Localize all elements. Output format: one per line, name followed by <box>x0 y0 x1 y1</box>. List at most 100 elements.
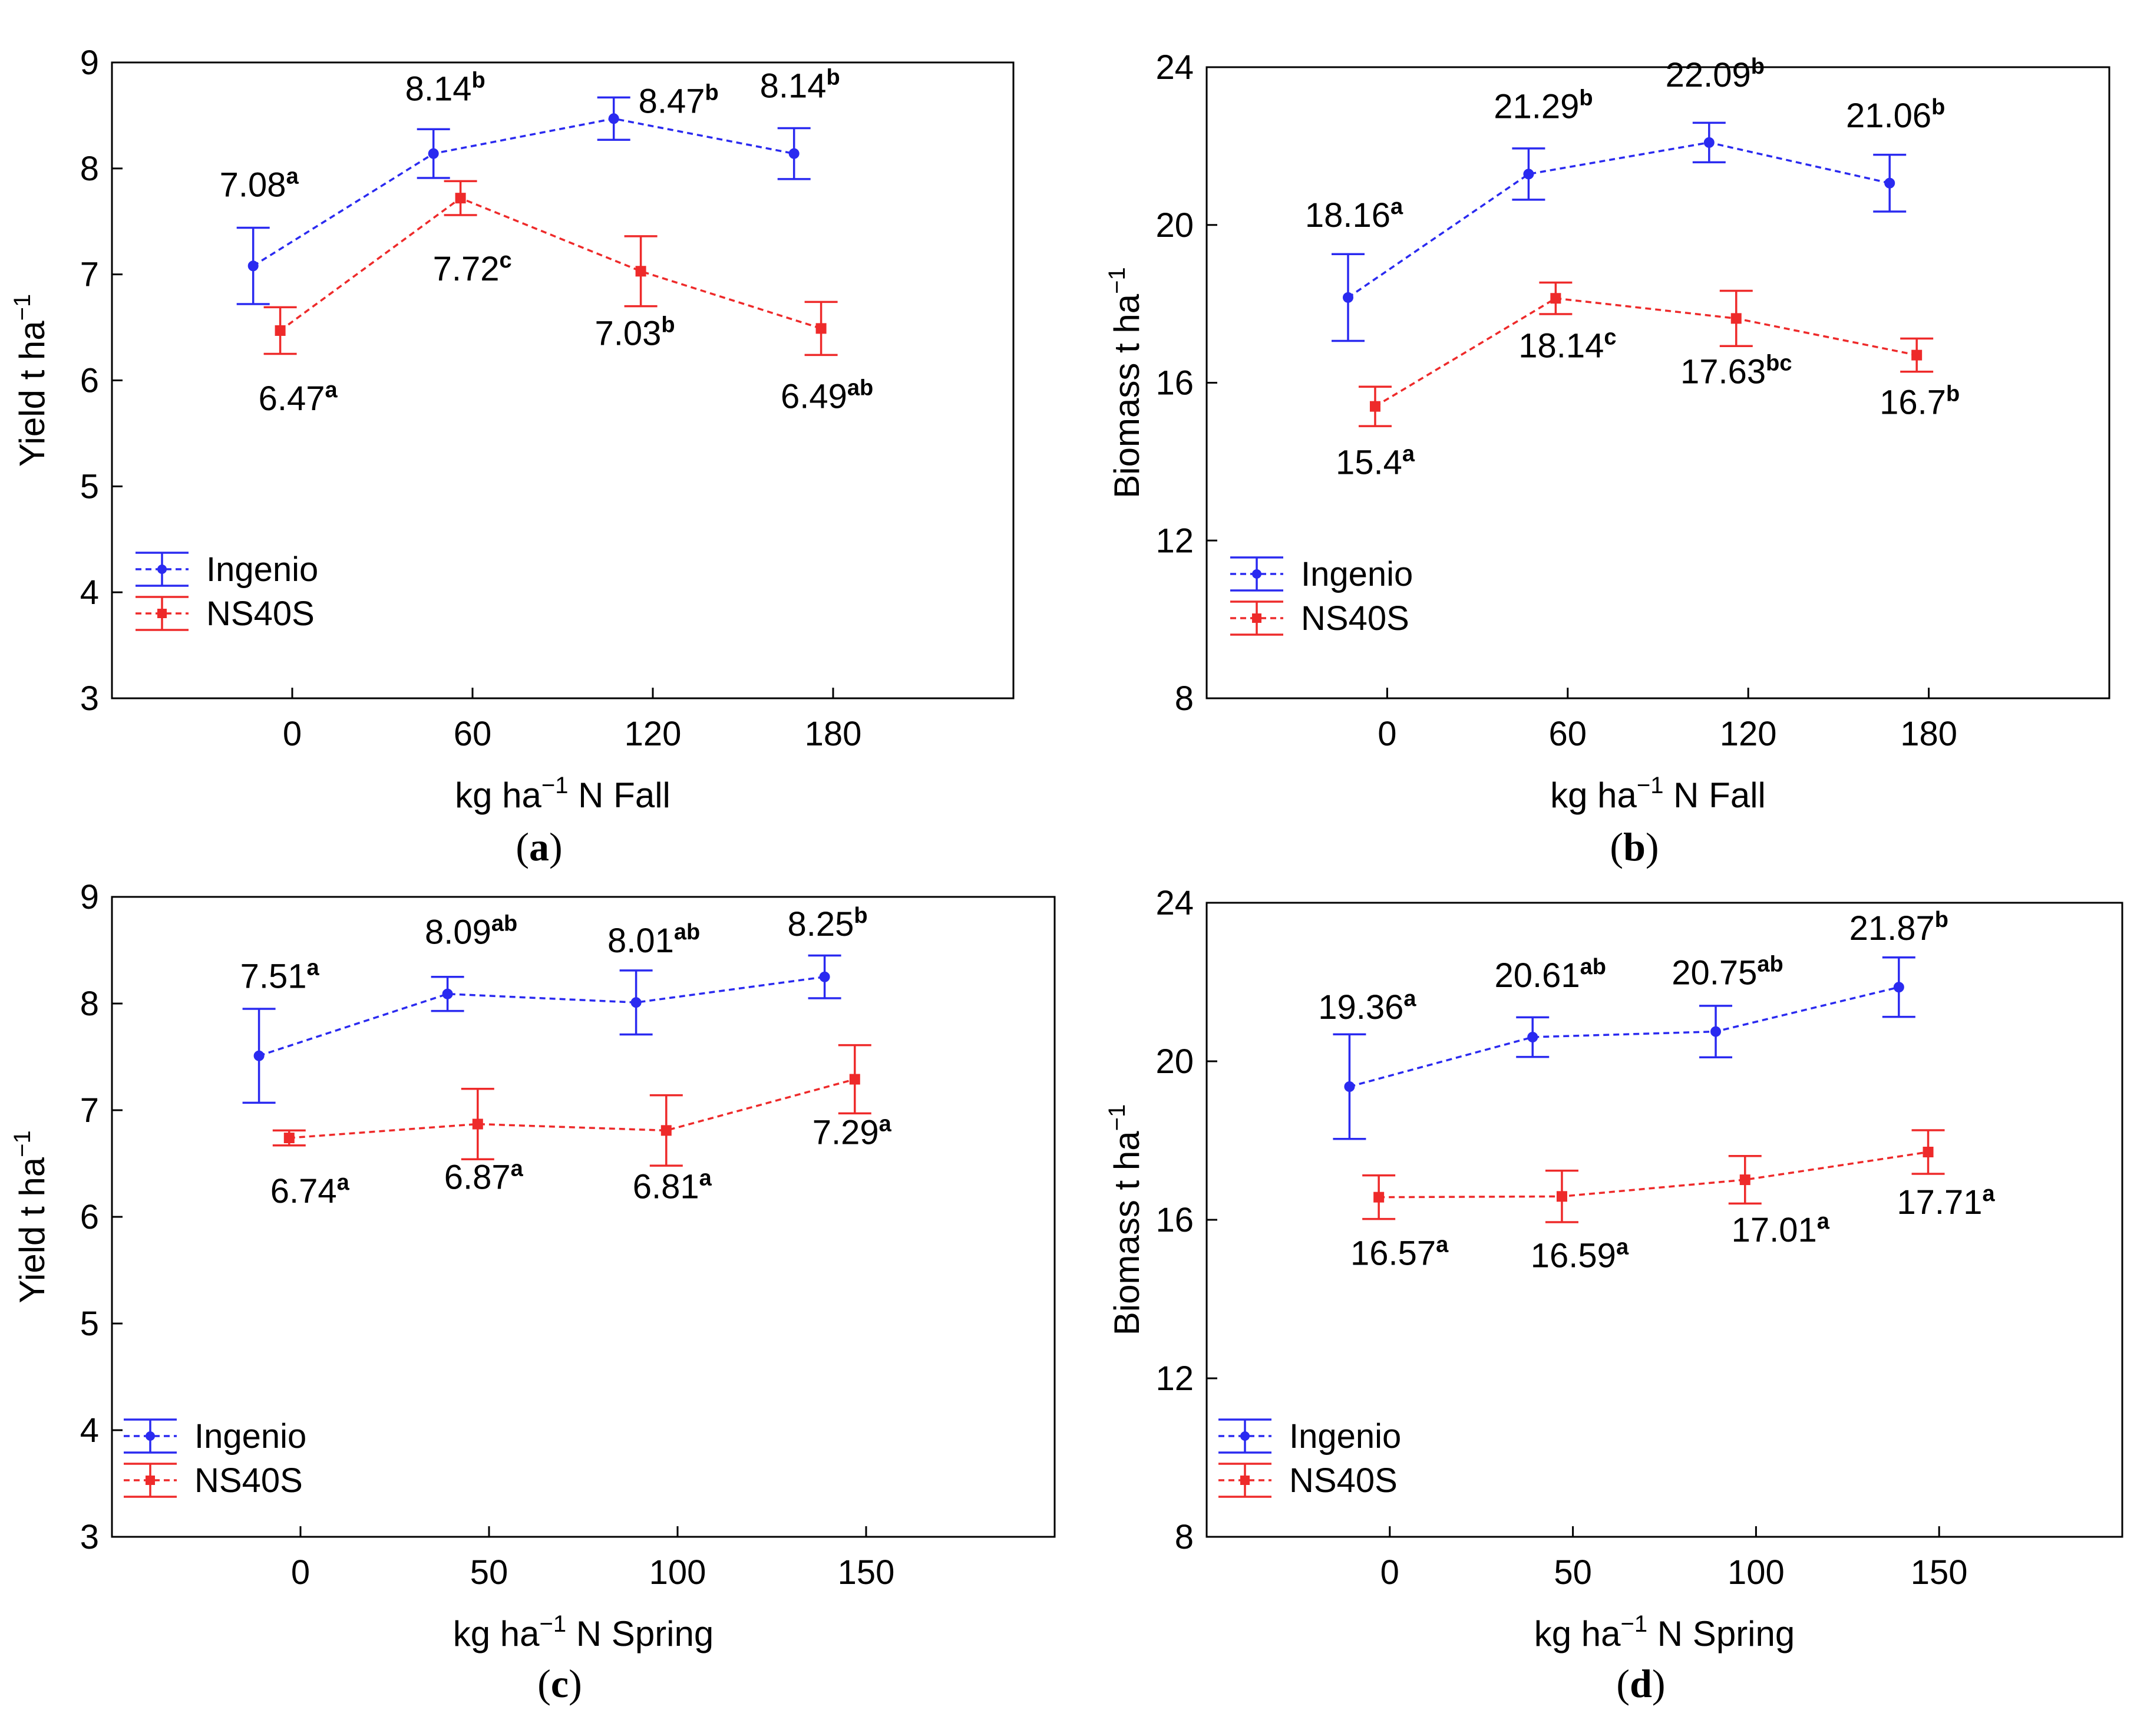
y-axis-label: Yield t ha−1 <box>9 1130 52 1303</box>
data-label-letter: b <box>1935 907 1948 932</box>
data-point <box>1730 313 1742 324</box>
x-axis-label: kg ha−1 N Spring <box>1534 1611 1795 1654</box>
data-label: 8.01ab <box>607 920 700 960</box>
data-label-value: 8.14 <box>405 70 472 108</box>
data-point <box>283 1133 295 1144</box>
data-point <box>1556 1191 1567 1202</box>
data-label-letter: ab <box>491 912 517 936</box>
panel-caption: (b) <box>1610 824 1659 869</box>
x-tick-label: 50 <box>470 1553 508 1592</box>
data-point <box>247 260 259 272</box>
data-point <box>788 148 800 159</box>
panel-caption-open: ( <box>537 1661 551 1706</box>
x-axis-label: kg ha−1 N Spring <box>453 1611 714 1654</box>
data-label-value: 6.49 <box>781 377 847 415</box>
data-label-value: 22.09 <box>1666 56 1751 94</box>
data-label-value: 8.09 <box>425 913 491 952</box>
legend: Ingenio NS40S <box>1218 1417 1401 1500</box>
data-point <box>849 1074 860 1085</box>
x-tick-label: 60 <box>1549 715 1587 753</box>
data-point <box>1739 1174 1750 1186</box>
data-label: 8.14b <box>760 65 840 105</box>
data-label: 15.4a <box>1336 442 1415 482</box>
data-label-letter: c <box>1604 325 1616 349</box>
x-tick-label: 0 <box>1378 715 1396 753</box>
data-point <box>1344 1081 1355 1093</box>
x-tick-label: 0 <box>1380 1553 1399 1592</box>
data-label: 16.59a <box>1531 1235 1629 1275</box>
legend-label-ns40s: NS40S <box>1289 1461 1398 1500</box>
legend-marker <box>1252 613 1261 623</box>
x-tick-label: 180 <box>1900 715 1957 753</box>
data-label: 17.71a <box>1897 1181 1995 1222</box>
y-tick-label: 8 <box>80 985 99 1023</box>
x-axis-label-superscript: −1 <box>1637 773 1664 798</box>
data-point <box>608 113 619 124</box>
data-point <box>660 1125 672 1136</box>
data-label-value: 21.06 <box>1846 97 1931 135</box>
legend: Ingenio NS40S <box>1230 555 1413 638</box>
data-label-letter: b <box>1931 95 1945 120</box>
data-label-value: 20.75 <box>1672 954 1757 992</box>
data-point <box>1369 401 1380 412</box>
y-axis-label-prefix: Biomass t ha <box>1107 1131 1147 1335</box>
panel-caption-letter: b <box>1623 824 1646 869</box>
x-tick-label: 150 <box>838 1553 895 1592</box>
x-tick-label: 60 <box>454 715 492 753</box>
x-axis-label-superscript: −1 <box>540 1611 567 1637</box>
y-tick-label: 7 <box>80 256 99 294</box>
x-tick-label: 180 <box>805 715 862 753</box>
legend-marker <box>1240 1431 1250 1441</box>
data-label-value: 7.72 <box>433 250 500 288</box>
data-point <box>1884 177 1895 189</box>
data-label-value: 21.29 <box>1494 87 1579 126</box>
data-label: 7.08a <box>220 164 299 204</box>
panel-caption-close: ) <box>549 824 563 869</box>
y-axis-label: Yield t ha−1 <box>9 294 52 467</box>
y-tick-label: 4 <box>80 573 99 612</box>
y-axis-label: Biomass t ha−1 <box>1104 267 1147 498</box>
x-axis-label-suffix: N Fall <box>569 775 670 815</box>
data-label-letter: a <box>1436 1233 1449 1258</box>
legend-marker <box>157 565 167 574</box>
y-axis-label-prefix: Yield t ha <box>12 1157 52 1303</box>
data-label-value: 18.14 <box>1518 326 1604 365</box>
y-tick-label: 8 <box>1175 1518 1194 1556</box>
x-axis-label-prefix: kg ha <box>455 775 541 815</box>
x-axis-label-suffix: N Spring <box>566 1614 714 1654</box>
y-tick-label: 7 <box>80 1091 99 1130</box>
data-label: 6.87a <box>444 1157 524 1197</box>
data-label: 8.47b <box>639 80 719 120</box>
data-label: 8.25b <box>788 903 868 943</box>
series-line <box>1349 986 1900 1088</box>
data-label: 17.01a <box>1732 1209 1830 1249</box>
data-point <box>1527 1031 1538 1042</box>
data-point <box>1893 982 1904 993</box>
data-point <box>1710 1026 1722 1037</box>
panel-caption-open: ( <box>1610 824 1623 869</box>
data-point <box>1523 169 1534 180</box>
y-axis-label-prefix: Biomass t ha <box>1107 293 1147 498</box>
series-line <box>252 117 795 267</box>
data-point <box>1550 293 1561 304</box>
data-label-letter: b <box>1579 85 1593 110</box>
panel-caption-close: ) <box>1646 824 1659 869</box>
data-label-value: 17.71 <box>1897 1183 1982 1222</box>
series-line <box>289 1078 856 1139</box>
y-tick-label: 5 <box>80 467 99 506</box>
data-label-letter: a <box>1983 1181 1996 1206</box>
x-tick-label: 120 <box>1720 715 1777 753</box>
data-label: 22.09b <box>1666 54 1765 94</box>
data-label-letter: b <box>827 65 840 90</box>
y-tick-label: 12 <box>1155 522 1194 560</box>
data-point <box>253 1050 265 1061</box>
data-label: 18.14c <box>1518 325 1616 365</box>
data-label: 6.47a <box>259 378 338 418</box>
y-tick-label: 12 <box>1155 1359 1194 1398</box>
